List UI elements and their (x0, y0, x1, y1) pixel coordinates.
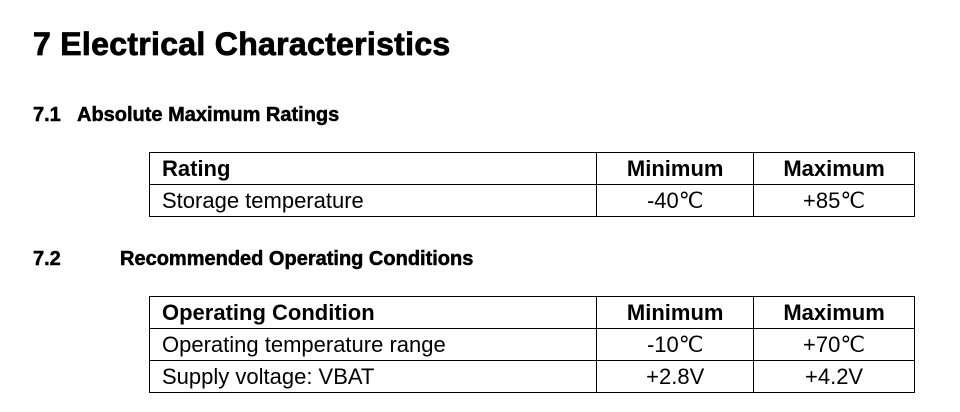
section-number: 7.1 (33, 104, 61, 127)
header-cell: Operating Condition (148, 296, 598, 329)
header-cell: Maximum (753, 296, 915, 329)
row: Operating temperature range -10℃ +70℃ (148, 328, 915, 361)
cell: Operating temperature range (148, 328, 598, 361)
header-cell: Rating (148, 152, 598, 185)
cell: -40℃ (596, 184, 755, 217)
section-number: 7.2 (33, 248, 61, 271)
page-title: 7 Electrical Characteristics (33, 26, 451, 63)
cell: +2.8V (596, 360, 755, 393)
row: Supply voltage: VBAT +2.8V +4.2V (148, 360, 915, 393)
header-cell: Minimum (596, 152, 755, 185)
ratings-table: Rating Minimum Maximum Storage temperatu… (148, 152, 915, 217)
cell: -10℃ (596, 328, 755, 361)
section-title: Absolute Maximum Ratings (77, 104, 340, 127)
row: Storage temperature -40℃ +85℃ (148, 184, 915, 217)
cell: +4.2V (753, 360, 915, 393)
header-row: Rating Minimum Maximum (148, 152, 915, 185)
cell: Storage temperature (148, 184, 598, 217)
header-cell: Minimum (596, 296, 755, 329)
cell: Supply voltage: VBAT (148, 360, 598, 393)
header-row: Operating Condition Minimum Maximum (148, 296, 915, 329)
section-title: Recommended Operating Conditions (120, 248, 474, 271)
conditions-table: Operating Condition Minimum Maximum Oper… (148, 296, 915, 393)
cell: +85℃ (753, 184, 915, 217)
header-cell: Maximum (753, 152, 915, 185)
cell: +70℃ (753, 328, 915, 361)
